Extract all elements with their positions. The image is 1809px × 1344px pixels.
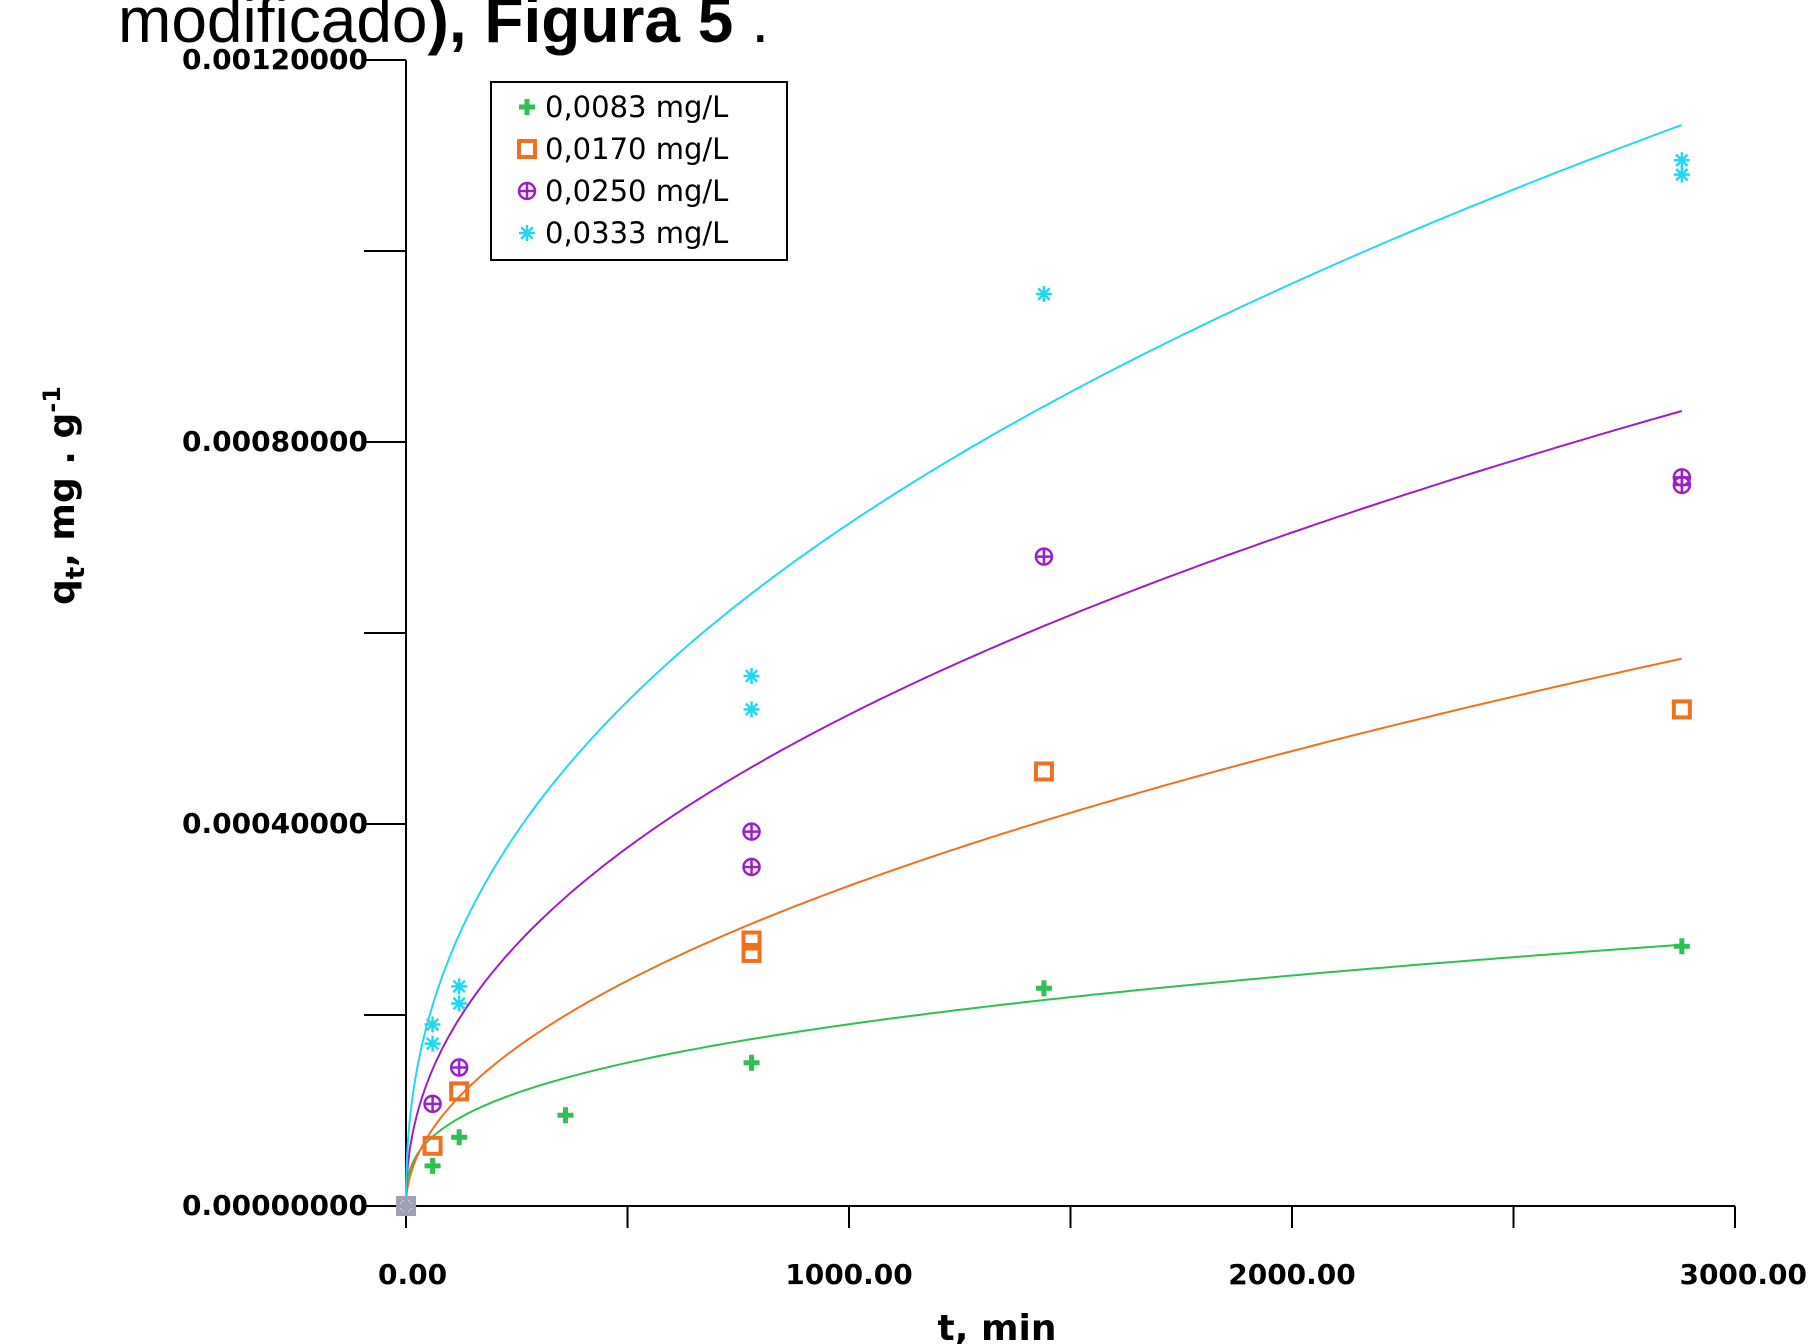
y-axis-label-sub: t [61, 567, 91, 579]
x-tick-label: 3000.00 [1679, 1258, 1807, 1291]
data-point-s2-6 [1033, 761, 1054, 782]
data-point-s3-8 [1672, 475, 1692, 495]
data-point-s2-7 [1671, 699, 1692, 720]
data-point-s1-4 [557, 1107, 574, 1124]
data-point-s2-3 [449, 1081, 470, 1102]
fit-curve-3 [405, 410, 1683, 1206]
header-bold: ), Figura 5 [428, 0, 734, 56]
data-point-s1-2 [424, 1157, 441, 1174]
y-tick-label: 0.00120000 [182, 43, 368, 76]
y-tick-label: 0.00040000 [182, 807, 368, 840]
data-points [396, 152, 1692, 1216]
y-axis-label: qt, mg . g-1 [38, 386, 91, 605]
data-point-s4-1 [398, 1198, 414, 1214]
data-point-s4-2 [424, 1016, 441, 1033]
legend-label-2: 0,0170 mg/L [545, 132, 728, 166]
legend-label-1: 0,0083 mg/L [545, 90, 728, 124]
y-tick-label: 0.00080000 [182, 425, 368, 458]
y-axis-label-sup: -1 [38, 386, 66, 413]
data-point-s4-6 [743, 667, 760, 684]
fit-curve-4 [405, 124, 1683, 1206]
data-point-s3-3 [449, 1058, 469, 1077]
data-point-s2-2 [422, 1135, 443, 1156]
data-point-s1-6 [1035, 980, 1052, 997]
legend-marker-4 [519, 225, 535, 241]
data-point-s2-4 [741, 942, 762, 963]
y-axis-label-rest: , mg . g [42, 413, 83, 567]
legend-marker-2 [517, 139, 537, 159]
y-tick-label: 0.00000000 [182, 1189, 368, 1222]
legend-label-3: 0,0250 mg/L [545, 174, 728, 208]
data-point-s3-6 [1034, 547, 1054, 566]
data-point-s1-7 [1673, 938, 1690, 955]
x-axis-label: t, min [938, 1308, 1057, 1344]
y-axis-label-main: q [42, 579, 83, 605]
axes: 0.00 1000.00 2000.00 3000.00 0.00000000 0.000… [182, 43, 1807, 1291]
header-text: modificado), Figura 5. [118, 0, 769, 56]
legend-marker-3 [517, 181, 537, 201]
data-point-s4-7 [743, 701, 760, 718]
data-point-s4-10 [1673, 166, 1690, 183]
data-point-s3-2 [423, 1094, 442, 1114]
header-tail: . [751, 0, 769, 56]
data-point-s4-5 [451, 995, 468, 1012]
fit-curve-1 [405, 943, 1682, 1206]
header-regular: modificado [118, 0, 428, 56]
legend-label-4: 0,0333 mg/L [545, 216, 728, 250]
legend-box [490, 81, 788, 261]
data-point-s4-4 [451, 978, 468, 995]
fit-curve-2 [405, 657, 1683, 1206]
data-point-s1-3 [451, 1129, 468, 1146]
data-point-s4-8 [1035, 285, 1052, 302]
fit-curves [405, 124, 1683, 1206]
x-tick-label: 0.00 [378, 1258, 447, 1291]
x-tick-label: 1000.00 [785, 1258, 913, 1291]
x-tick-label: 2000.00 [1228, 1258, 1356, 1291]
legend-marker-1 [519, 99, 535, 115]
data-point-s3-4 [742, 822, 761, 841]
data-point-s2-5 [741, 930, 762, 951]
data-point-s4-3 [424, 1035, 441, 1052]
data-point-s3-5 [742, 857, 761, 877]
legend: 0,0083 mg/L 0,0170 mg/L 0,0250 mg/L 0,0333 … [490, 81, 788, 261]
data-point-s4-9 [1673, 152, 1690, 169]
data-point-s1-5 [743, 1054, 760, 1071]
